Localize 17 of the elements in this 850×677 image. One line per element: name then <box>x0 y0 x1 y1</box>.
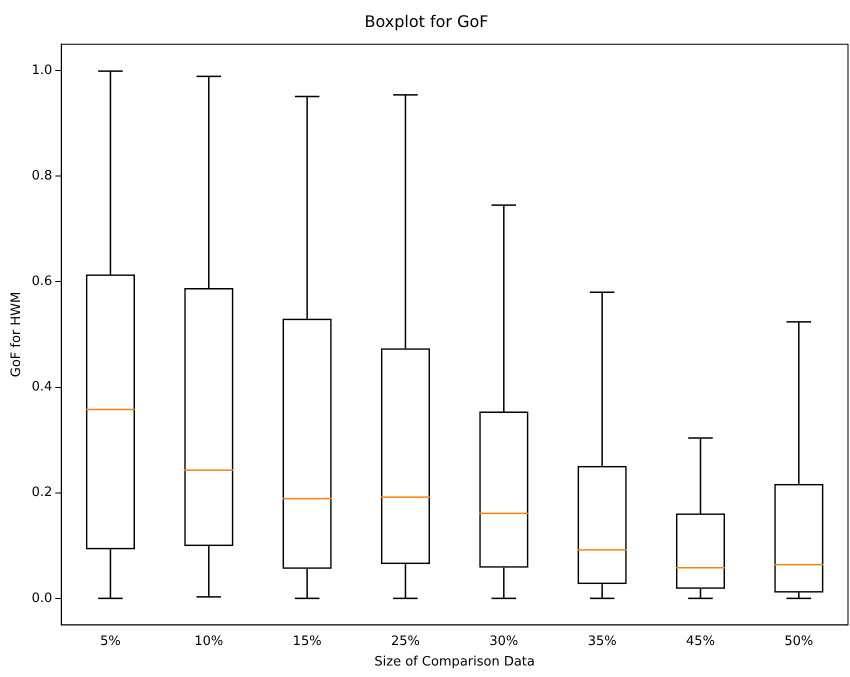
y-tick-label: 0.4 <box>32 380 52 395</box>
x-tick-label: 35% <box>588 634 617 649</box>
y-tick-label: 0.8 <box>32 168 52 184</box>
y-tick-label: 0.6 <box>32 274 52 290</box>
x-tick-label: 25% <box>391 634 420 649</box>
chart-title: Boxplot for GoF <box>364 12 488 31</box>
x-tick-label: 10% <box>194 634 224 649</box>
x-tick-label: 50% <box>784 634 814 649</box>
x-tick-label: 30% <box>489 634 518 649</box>
y-tick-label: 0.0 <box>32 590 52 606</box>
x-tick-label: 5% <box>100 634 121 649</box>
y-tick-label: 0.2 <box>32 485 52 500</box>
y-tick-label: 1.0 <box>32 62 52 78</box>
x-axis-title: Size of Comparison Data <box>374 654 535 670</box>
y-axis-title: GoF for HWM <box>9 292 24 378</box>
x-tick-label: 45% <box>686 634 715 649</box>
x-tick-label: 15% <box>292 634 322 649</box>
